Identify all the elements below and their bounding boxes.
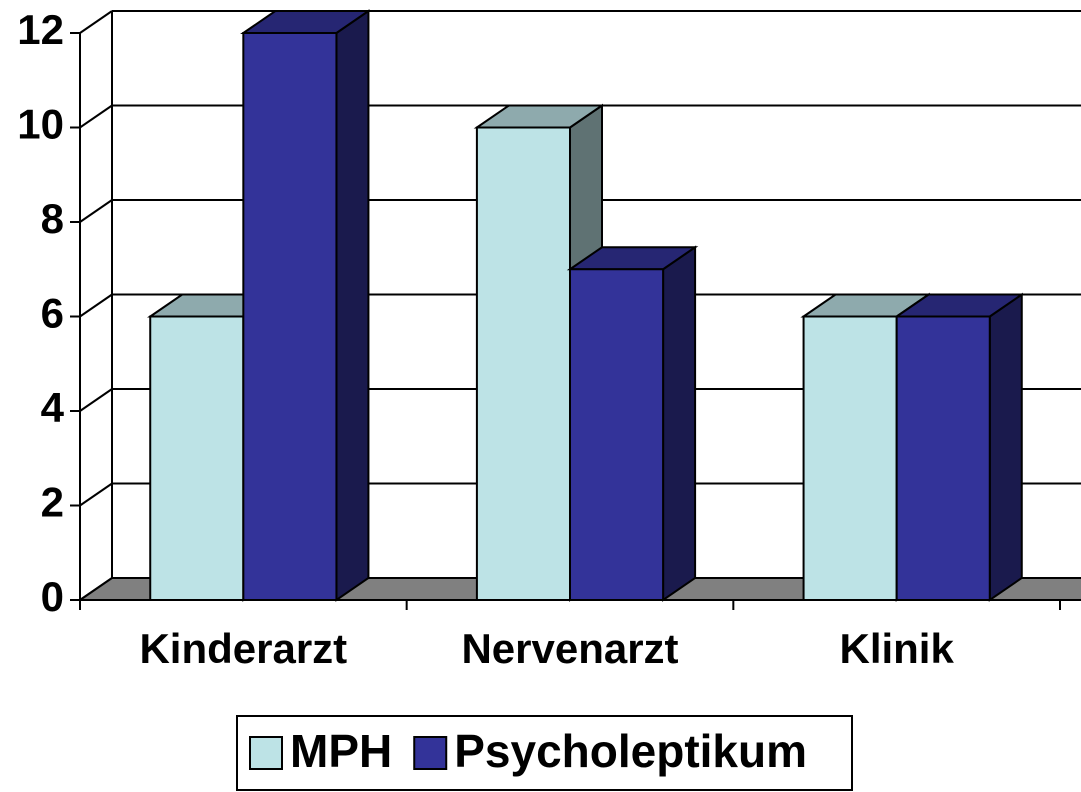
legend-swatch xyxy=(249,736,283,770)
bar xyxy=(895,315,991,601)
y-tick-label: 10 xyxy=(17,101,64,148)
grid-line-side xyxy=(79,104,113,129)
bar-side xyxy=(988,292,1023,602)
bar xyxy=(242,32,338,601)
grid-line-side xyxy=(79,293,113,318)
y-tick-label: 8 xyxy=(41,195,64,242)
y-tick-label: 0 xyxy=(41,573,64,620)
grid-line-side xyxy=(79,388,113,412)
y-tick-label: 12 xyxy=(17,6,64,53)
x-tick-label: Klinik xyxy=(839,625,954,672)
grid-line-side xyxy=(79,10,113,34)
x-tick-label: Kinderarzt xyxy=(139,625,347,672)
legend-box xyxy=(236,715,853,791)
y-tick-label: 4 xyxy=(41,384,65,431)
grid-line-side xyxy=(79,482,113,507)
grid-line-side xyxy=(79,199,113,223)
bar xyxy=(802,315,898,601)
y-tick-label: 6 xyxy=(41,290,64,337)
x-tick-label: Nervenarzt xyxy=(461,625,678,672)
y-tick-label: 2 xyxy=(41,479,64,526)
bar xyxy=(569,268,665,601)
bar-side xyxy=(662,245,697,602)
legend-label: MPH xyxy=(290,725,392,777)
legend-label: Psycholeptikum xyxy=(454,725,807,777)
bar xyxy=(475,126,571,601)
legend-swatch xyxy=(413,736,448,770)
bar-side xyxy=(335,9,370,602)
bar xyxy=(149,315,245,601)
